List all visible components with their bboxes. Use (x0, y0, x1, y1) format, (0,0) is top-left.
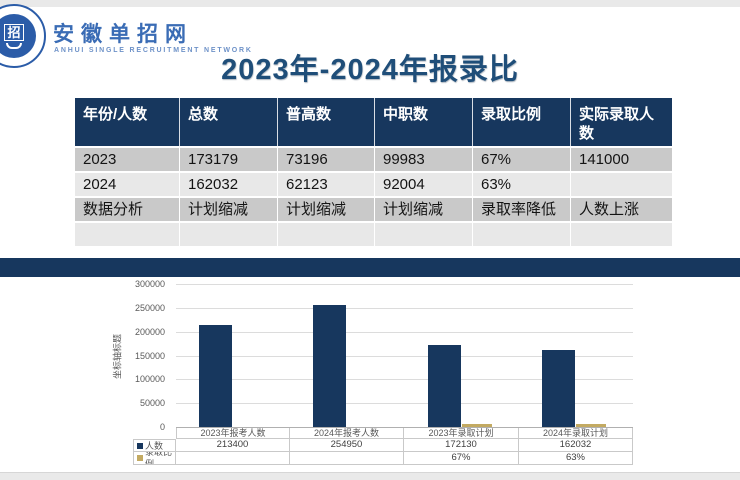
chart-gridline (176, 379, 633, 381)
chart-y-tick: 0 (159, 422, 165, 432)
table-cell: 162032 (180, 173, 278, 196)
bottom-strip (0, 472, 740, 480)
chart-bar-renshu (313, 305, 347, 427)
table-cell: 73196 (278, 148, 375, 171)
table-cell: 173179 (180, 148, 278, 171)
chart-gridline (176, 307, 633, 309)
chart-legend-item: 录取比例 (133, 452, 176, 465)
table-cell: 99983 (375, 148, 473, 171)
table-cell: 计划缩减 (375, 198, 473, 221)
table-header-cell: 中职数 (375, 98, 473, 146)
brand-tagline: ANHUI SINGLE RECRUITMENT NETWORK (54, 47, 253, 54)
report-chart: 坐标轴标题 2023年报考人数 2024年报考人数 2023年录取计划 2024年录取… (100, 278, 660, 470)
table-cell: 人数上涨 (571, 198, 672, 221)
table-header-row: 年份/人数 总数 普高数 中职数 录取比例 实际录取人数 (75, 98, 672, 148)
chart-y-tick: 250000 (134, 302, 165, 313)
chart-value-cell: 67% (404, 452, 519, 465)
legend-color-icon (137, 455, 143, 461)
table-header-cell: 年份/人数 (75, 98, 180, 146)
table-cell: 63% (473, 173, 571, 196)
table-header-cell: 总数 (180, 98, 278, 146)
chart-gridline (176, 355, 633, 357)
table-cell (571, 173, 672, 196)
seal-character: 招 (4, 23, 24, 41)
table-cell: 141000 (571, 148, 672, 171)
chart-value-cell (290, 452, 404, 465)
chart-gridline (176, 331, 633, 333)
chart-legend-item: 人数 (133, 439, 176, 452)
chart-bar-luqubili (461, 424, 492, 427)
table-header-cell: 普高数 (278, 98, 375, 146)
table-cell: 录取率降低 (473, 198, 571, 221)
chart-category-cell: 2023年录取计划 (404, 427, 519, 439)
open-book-icon (6, 42, 22, 49)
table-cell: 计划缩减 (180, 198, 278, 221)
chart-gridline (176, 427, 633, 428)
table-cell (375, 223, 473, 246)
section-divider (0, 258, 740, 277)
table-cell (75, 223, 180, 246)
seal-inner-circle: 招 (0, 14, 36, 58)
chart-value-cell: 63% (519, 452, 633, 465)
chart-value-cell: 172130 (404, 439, 519, 452)
chart-value-cell: 254950 (290, 439, 404, 452)
table-cell (180, 223, 278, 246)
chart-value-cell: 162032 (519, 439, 633, 452)
chart-gridline (176, 403, 633, 405)
chart-bar-renshu (199, 325, 232, 427)
brand-name[interactable]: 安徽单招网 (53, 23, 193, 46)
table-cell (571, 223, 672, 246)
chart-gridline (176, 284, 633, 285)
chart-legend-label: 人数 (145, 440, 164, 451)
chart-y-tick: 150000 (134, 350, 165, 361)
table-row: 2023 173179 73196 99983 67% 141000 (75, 148, 672, 173)
table-cell (473, 223, 571, 246)
chart-y-tick: 300000 (134, 279, 165, 289)
chart-bar-renshu (541, 349, 575, 427)
table-cell: 92004 (375, 173, 473, 196)
top-strip (0, 0, 740, 7)
table-cell: 62123 (278, 173, 375, 196)
chart-y-tick: 50000 (139, 398, 165, 409)
chart-bar-luqubili (575, 424, 606, 427)
chart-value-cell (176, 452, 290, 465)
table-header-cell: 录取比例 (473, 98, 571, 146)
chart-data-table: 2023年报考人数 2024年报考人数 2023年录取计划 2024年录取计划人数 21… (133, 427, 633, 465)
chart-legend-label: 录取比例 (145, 452, 173, 465)
table-cell: 数据分析 (75, 198, 180, 221)
table-cell: 2024 (75, 173, 180, 196)
chart-category-cell: 2024年录取计划 (519, 427, 633, 439)
chart-category-cell: 2024年报考人数 (290, 427, 404, 439)
summary-table: 年份/人数 总数 普高数 中职数 录取比例 实际录取人数 2023 173179 73196 99… (75, 98, 672, 248)
table-cell: 2023 (75, 148, 180, 171)
chart-value-cell: 213400 (176, 439, 290, 452)
table-header-cell: 实际录取人数 (579, 106, 655, 142)
table-row (75, 223, 672, 248)
chart-bar-renshu (427, 344, 461, 427)
table-cell: 67% (473, 148, 571, 171)
table-cell: 计划缩减 (278, 198, 375, 221)
table-row: 数据分析 计划缩减 计划缩减 计划缩减 录取率降低 人数上涨 (75, 198, 672, 223)
chart-category-cell: 2023年报考人数 (176, 427, 290, 439)
chart-y-tick: 200000 (134, 326, 165, 337)
chart-y-tick: 100000 (134, 374, 165, 385)
brand-logo-seal-icon[interactable]: 招 (0, 4, 46, 68)
table-cell (278, 223, 375, 246)
table-row: 2024 162032 62123 92004 63% (75, 173, 672, 198)
slide-title: 2023年-2024年报录比 (221, 54, 519, 86)
legend-color-icon (137, 442, 143, 449)
